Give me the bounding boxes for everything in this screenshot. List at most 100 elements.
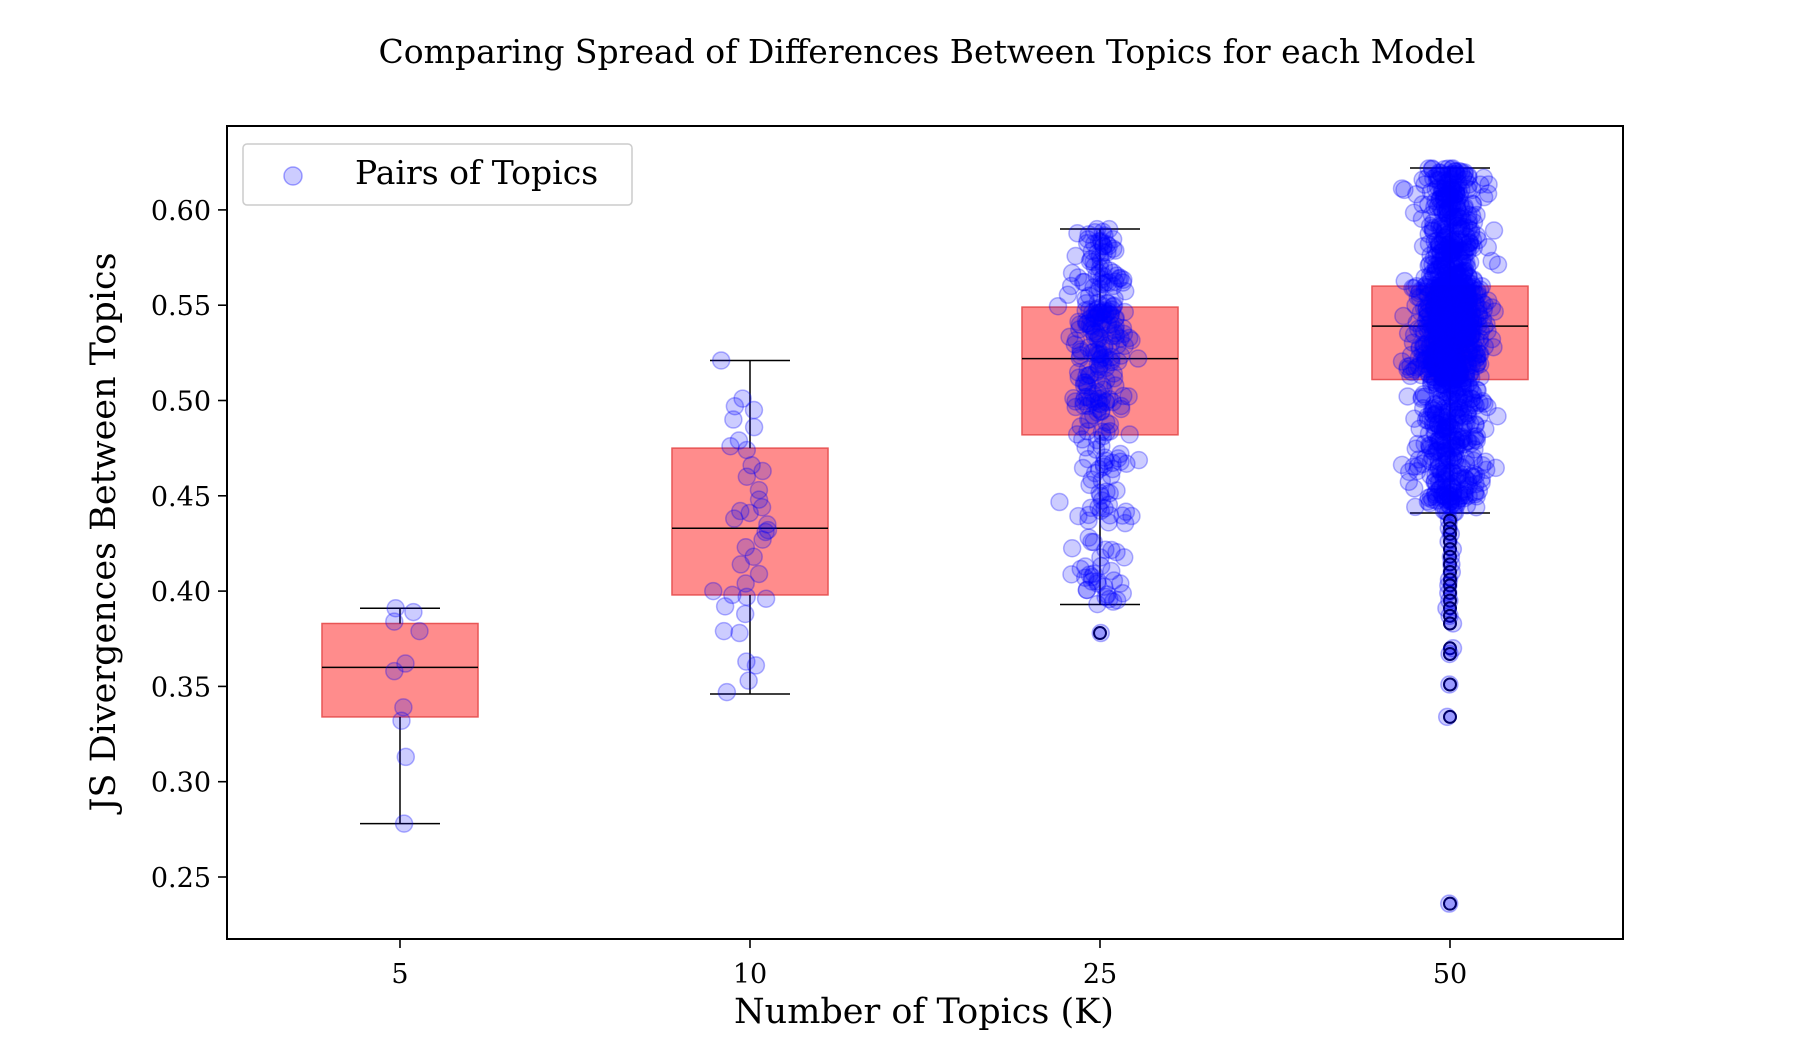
data-point-k25 bbox=[1091, 318, 1111, 338]
data-point-k50 bbox=[1462, 274, 1481, 294]
data-point-k50 bbox=[1419, 256, 1438, 276]
data-point-k50 bbox=[1428, 380, 1447, 399]
legend-label-pairs-of-topics: Pairs of Topics bbox=[355, 153, 598, 192]
data-point-k50 bbox=[1441, 330, 1461, 350]
data-point-k25 bbox=[1070, 346, 1090, 365]
data-point-k50 bbox=[1430, 252, 1449, 271]
data-point-k50 bbox=[1440, 464, 1459, 483]
data-point-k50 bbox=[1457, 495, 1477, 515]
data-point-k50 bbox=[1432, 308, 1451, 328]
data-point-k25 bbox=[1098, 315, 1118, 335]
data-point-k25 bbox=[1087, 266, 1106, 285]
data-point-k50 bbox=[1447, 313, 1466, 332]
data-point-k50 bbox=[1415, 350, 1434, 370]
boxes-layer bbox=[321, 167, 1529, 825]
data-point-k50 bbox=[1468, 298, 1488, 317]
data-point-k50 bbox=[1455, 330, 1475, 349]
data-point-k25 bbox=[1097, 423, 1116, 442]
data-point-k50 bbox=[1462, 223, 1481, 243]
data-point-k50 bbox=[1421, 311, 1441, 331]
data-point-k50 bbox=[1478, 291, 1498, 310]
y-tick-label: 0.60 bbox=[151, 196, 211, 227]
data-point-k25 bbox=[1078, 449, 1098, 469]
data-point-k50 bbox=[1440, 343, 1460, 362]
data-point-k50 bbox=[1447, 310, 1467, 329]
data-point-k50 bbox=[1458, 329, 1478, 349]
data-point-k50 bbox=[1436, 310, 1456, 329]
data-point-k10 bbox=[737, 587, 756, 607]
data-point-k50 bbox=[1415, 268, 1434, 287]
data-point-k10 bbox=[749, 564, 769, 584]
data-point-k50 bbox=[1451, 334, 1471, 353]
data-point-k50 bbox=[1461, 279, 1481, 298]
data-point-k50 bbox=[1444, 374, 1463, 393]
data-point-k25 bbox=[1081, 498, 1101, 518]
data-point-k50 bbox=[1447, 287, 1467, 307]
data-point-k50 bbox=[1418, 322, 1438, 341]
data-point-k50 bbox=[1448, 200, 1467, 219]
data-point-k50 bbox=[1464, 468, 1483, 487]
data-point-k50 bbox=[1463, 195, 1483, 214]
data-point-k50 bbox=[1470, 393, 1489, 413]
data-point-k50 bbox=[1444, 363, 1464, 383]
data-point-k50 bbox=[1445, 309, 1464, 329]
data-point-k50 bbox=[1447, 352, 1466, 372]
data-point-k50 bbox=[1449, 378, 1468, 397]
data-point-k25 bbox=[1111, 452, 1130, 471]
data-point-k50 bbox=[1429, 430, 1449, 449]
data-point-k50 bbox=[1434, 364, 1453, 384]
data-point-k50 bbox=[1472, 276, 1492, 296]
data-point-k50 bbox=[1436, 368, 1456, 387]
data-point-k50 bbox=[1441, 180, 1460, 200]
data-point-k50 bbox=[1449, 161, 1469, 181]
data-point-k10 bbox=[731, 555, 751, 574]
data-point-k50 bbox=[1432, 200, 1452, 219]
data-point-k25 bbox=[1074, 392, 1093, 411]
data-point-k25 bbox=[1113, 318, 1133, 338]
data-point-k50 bbox=[1428, 341, 1447, 361]
data-point-k50 bbox=[1436, 281, 1456, 301]
data-point-k50 bbox=[1434, 314, 1453, 334]
data-point-k50 bbox=[1417, 359, 1436, 379]
data-point-k50 bbox=[1439, 235, 1458, 255]
data-point-k25 bbox=[1106, 308, 1125, 328]
data-point-k50 bbox=[1447, 308, 1467, 327]
data-point-k25 bbox=[1105, 272, 1125, 291]
data-point-k25 bbox=[1096, 273, 1115, 292]
data-point-k50 bbox=[1459, 334, 1478, 353]
data-point-k50 bbox=[1475, 317, 1494, 336]
data-point-k25 bbox=[1078, 410, 1098, 429]
data-point-k50 bbox=[1454, 264, 1474, 283]
data-point-k50 bbox=[1398, 324, 1418, 343]
data-point-k10 bbox=[756, 522, 775, 542]
data-point-k25 bbox=[1091, 252, 1111, 271]
data-point-k50 bbox=[1427, 358, 1446, 377]
data-point-k50 bbox=[1443, 312, 1462, 331]
data-point-k50 bbox=[1423, 413, 1442, 432]
data-point-k50 bbox=[1426, 405, 1446, 424]
data-point-k50 bbox=[1430, 431, 1450, 451]
data-point-k50 bbox=[1478, 184, 1498, 203]
data-point-k50 bbox=[1398, 387, 1417, 406]
data-point-k50 bbox=[1457, 293, 1476, 313]
data-point-k50 bbox=[1442, 477, 1461, 496]
data-point-k25 bbox=[1088, 403, 1107, 422]
data-point-k50 bbox=[1432, 494, 1451, 514]
data-point-k50 bbox=[1433, 321, 1452, 340]
data-point-k50 bbox=[1449, 359, 1469, 378]
data-point-k50 bbox=[1426, 465, 1445, 484]
data-point-k10 bbox=[744, 417, 764, 437]
data-point-k25 bbox=[1089, 389, 1108, 409]
data-point-k50 bbox=[1430, 163, 1449, 182]
data-point-k50 bbox=[1414, 384, 1433, 404]
data-point-k50 bbox=[1414, 299, 1434, 318]
data-point-k50 bbox=[1407, 313, 1426, 333]
data-point-k10 bbox=[714, 621, 734, 641]
data-point-k25 bbox=[1117, 454, 1136, 473]
data-point-k25 bbox=[1103, 276, 1123, 296]
data-point-k5 bbox=[385, 612, 404, 631]
data-point-k50 bbox=[1462, 180, 1482, 200]
data-point-k50 bbox=[1452, 209, 1472, 229]
data-point-k50 bbox=[1431, 343, 1450, 362]
data-point-k25 bbox=[1088, 243, 1107, 263]
